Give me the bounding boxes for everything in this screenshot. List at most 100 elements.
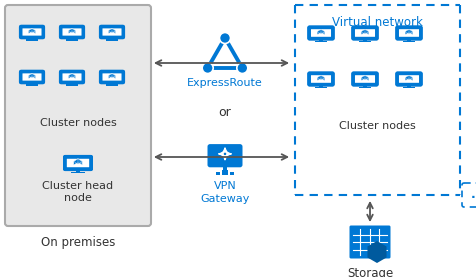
Text: ...: ... xyxy=(470,189,476,201)
Polygon shape xyxy=(28,29,32,34)
Polygon shape xyxy=(367,241,386,263)
Polygon shape xyxy=(317,75,320,81)
Bar xyxy=(318,38,322,41)
Polygon shape xyxy=(32,73,36,79)
Bar xyxy=(358,87,370,88)
FancyBboxPatch shape xyxy=(60,26,84,38)
Polygon shape xyxy=(112,29,116,34)
Polygon shape xyxy=(360,29,364,35)
Polygon shape xyxy=(112,73,116,79)
FancyBboxPatch shape xyxy=(60,71,84,83)
Polygon shape xyxy=(68,29,76,33)
Text: Storage: Storage xyxy=(346,267,392,277)
Polygon shape xyxy=(28,73,32,79)
Bar xyxy=(216,171,219,175)
FancyBboxPatch shape xyxy=(22,28,41,36)
Polygon shape xyxy=(360,75,364,81)
Bar xyxy=(222,165,227,170)
FancyBboxPatch shape xyxy=(310,29,330,37)
FancyBboxPatch shape xyxy=(308,27,333,39)
FancyBboxPatch shape xyxy=(102,28,121,36)
Polygon shape xyxy=(108,29,112,34)
FancyBboxPatch shape xyxy=(354,75,374,83)
Circle shape xyxy=(236,63,248,73)
Polygon shape xyxy=(408,29,412,35)
Bar xyxy=(70,81,73,84)
Bar xyxy=(315,87,326,88)
Bar xyxy=(110,81,113,84)
FancyBboxPatch shape xyxy=(310,75,330,83)
Bar xyxy=(315,41,326,42)
FancyBboxPatch shape xyxy=(352,73,377,85)
FancyBboxPatch shape xyxy=(207,144,242,167)
Bar xyxy=(358,41,370,42)
FancyBboxPatch shape xyxy=(396,73,420,85)
FancyBboxPatch shape xyxy=(398,29,418,37)
FancyBboxPatch shape xyxy=(20,26,44,38)
Polygon shape xyxy=(73,159,82,164)
Bar xyxy=(30,36,33,39)
FancyBboxPatch shape xyxy=(62,28,81,36)
Bar xyxy=(230,171,233,175)
Bar xyxy=(407,84,410,87)
Text: Virtual network: Virtual network xyxy=(331,16,422,29)
Polygon shape xyxy=(32,29,36,34)
Bar xyxy=(71,172,84,173)
FancyBboxPatch shape xyxy=(64,156,91,170)
FancyBboxPatch shape xyxy=(62,73,81,81)
FancyBboxPatch shape xyxy=(396,27,420,39)
Polygon shape xyxy=(68,73,72,79)
Bar xyxy=(106,39,118,41)
Bar xyxy=(407,38,410,41)
Circle shape xyxy=(202,63,213,73)
Text: Cluster nodes: Cluster nodes xyxy=(40,118,116,128)
Polygon shape xyxy=(72,73,76,79)
Text: ExpressRoute: ExpressRoute xyxy=(187,78,262,88)
FancyBboxPatch shape xyxy=(352,27,377,39)
FancyBboxPatch shape xyxy=(102,73,121,81)
Polygon shape xyxy=(404,75,412,80)
FancyBboxPatch shape xyxy=(22,73,41,81)
FancyBboxPatch shape xyxy=(20,71,44,83)
Polygon shape xyxy=(320,75,324,81)
Polygon shape xyxy=(108,73,112,79)
Text: Cluster head
node: Cluster head node xyxy=(42,181,113,203)
FancyBboxPatch shape xyxy=(461,183,476,207)
Bar xyxy=(402,41,414,42)
Text: VPN
Gateway: VPN Gateway xyxy=(200,181,249,204)
Polygon shape xyxy=(364,75,368,81)
Bar xyxy=(66,39,78,41)
Bar xyxy=(106,84,118,86)
Polygon shape xyxy=(404,29,412,34)
FancyBboxPatch shape xyxy=(398,75,418,83)
Bar xyxy=(318,84,322,87)
Polygon shape xyxy=(68,29,72,34)
FancyBboxPatch shape xyxy=(5,5,151,226)
FancyBboxPatch shape xyxy=(67,159,89,167)
Bar xyxy=(70,36,73,39)
Polygon shape xyxy=(108,29,116,33)
Polygon shape xyxy=(28,73,36,78)
FancyBboxPatch shape xyxy=(354,29,374,37)
Bar xyxy=(66,84,78,86)
Polygon shape xyxy=(108,73,116,78)
Polygon shape xyxy=(404,29,408,35)
Bar xyxy=(26,39,38,41)
FancyBboxPatch shape xyxy=(100,26,124,38)
Polygon shape xyxy=(404,75,408,81)
Text: or: or xyxy=(218,106,231,119)
Bar xyxy=(363,38,366,41)
Bar xyxy=(30,81,33,84)
Polygon shape xyxy=(68,73,76,78)
FancyBboxPatch shape xyxy=(349,225,390,258)
Polygon shape xyxy=(28,29,36,33)
Polygon shape xyxy=(360,29,368,34)
FancyBboxPatch shape xyxy=(308,73,333,85)
Bar xyxy=(221,170,228,175)
Polygon shape xyxy=(73,159,78,165)
Bar xyxy=(76,168,80,172)
Polygon shape xyxy=(408,75,412,81)
Bar xyxy=(363,84,366,87)
Polygon shape xyxy=(364,29,368,35)
Polygon shape xyxy=(72,29,76,34)
